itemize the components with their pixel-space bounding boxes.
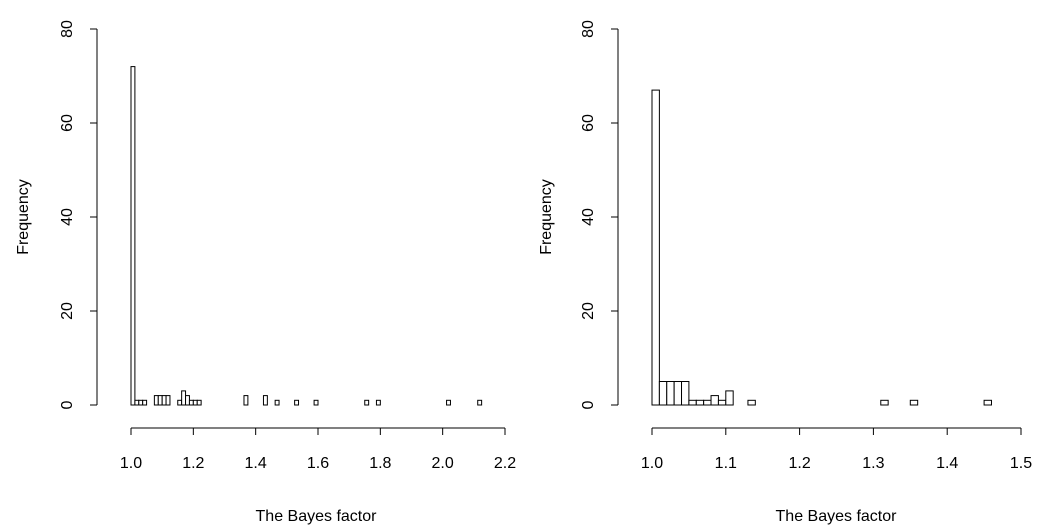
y-tick-label: 60 xyxy=(59,114,76,132)
histogram-bar xyxy=(725,390,734,406)
histogram-bar xyxy=(192,399,198,406)
y-tick-label: 80 xyxy=(580,20,597,38)
y-axis-title: Frequency xyxy=(538,179,555,255)
histogram-bar xyxy=(364,399,370,406)
y-axis-title: Frequency xyxy=(15,179,32,255)
x-tick-label: 1.2 xyxy=(182,455,204,472)
histogram-bar xyxy=(375,399,381,406)
histogram-bar xyxy=(294,399,300,406)
histogram-bar xyxy=(666,381,675,406)
histogram-bar xyxy=(717,399,727,406)
histogram-bar xyxy=(262,395,268,406)
histogram-bar xyxy=(177,399,183,406)
x-tick-label: 1.1 xyxy=(715,455,737,472)
histogram-bar xyxy=(165,395,171,406)
histogram-bar xyxy=(446,399,451,406)
histogram-bar xyxy=(681,381,690,406)
x-tick-label: 1.6 xyxy=(307,455,329,472)
histogram-bar xyxy=(142,399,148,406)
histogram-bar xyxy=(651,89,660,406)
histogram-bar xyxy=(673,381,683,406)
y-tick-label: 60 xyxy=(580,114,597,132)
histogram-right: 1.0 1.1 1.2 1.3 1.4 1.5 0 20 40 60 80 The Bayes fac… xyxy=(538,20,1032,525)
histogram-bar xyxy=(880,399,889,406)
histogram-bar xyxy=(909,399,919,406)
histogram-bar xyxy=(747,399,756,406)
histogram-bar xyxy=(185,395,190,406)
histogram-bar xyxy=(710,395,719,406)
histogram-bar xyxy=(134,399,140,406)
x-tick-label: 1.2 xyxy=(788,455,810,472)
histogram-bar xyxy=(130,66,136,406)
x-tick-label: 1.0 xyxy=(120,455,142,472)
histogram-bar xyxy=(695,399,705,406)
x-tick-label: 1.4 xyxy=(245,455,267,472)
y-tick-label: 40 xyxy=(580,208,597,226)
histogram-bar xyxy=(138,399,144,406)
x-tick-label: 1.4 xyxy=(936,455,958,472)
y-tick-label: 40 xyxy=(59,208,76,226)
histogram-bar xyxy=(688,399,697,406)
histogram-bar xyxy=(243,395,249,406)
y-tick-label: 80 xyxy=(59,20,76,38)
x-tick-label: 2.2 xyxy=(494,455,516,472)
histogram-left: 1.0 1.2 1.4 1.6 1.8 2.0 2.2 0 20 40 60 80 The Bayes … xyxy=(15,20,516,525)
y-tick-label: 0 xyxy=(59,400,76,409)
x-axis-title: The Bayes factor xyxy=(776,508,898,525)
histogram-bar xyxy=(161,395,167,406)
x-tick-label: 1.3 xyxy=(862,455,884,472)
x-tick-label: 2.0 xyxy=(432,455,454,472)
histogram-bar xyxy=(181,390,187,406)
histogram-bar xyxy=(188,399,194,406)
x-tick-label: 1.8 xyxy=(369,455,391,472)
histogram-bar xyxy=(313,399,319,406)
histogram-bar xyxy=(157,395,163,406)
histogram-bar xyxy=(658,381,668,406)
histogram-bar xyxy=(274,399,280,406)
histogram-bar xyxy=(703,399,712,406)
y-tick-label: 20 xyxy=(59,302,76,320)
x-tick-label: 1.0 xyxy=(641,455,663,472)
x-axis-title: The Bayes factor xyxy=(256,508,378,525)
histogram-bar xyxy=(477,399,483,406)
y-tick-label: 0 xyxy=(580,400,597,409)
y-tick-label: 20 xyxy=(580,302,597,320)
histogram-bar xyxy=(983,399,992,406)
histogram-bar xyxy=(153,395,159,406)
x-tick-label: 1.5 xyxy=(1010,455,1032,472)
histogram-bar xyxy=(196,399,202,406)
